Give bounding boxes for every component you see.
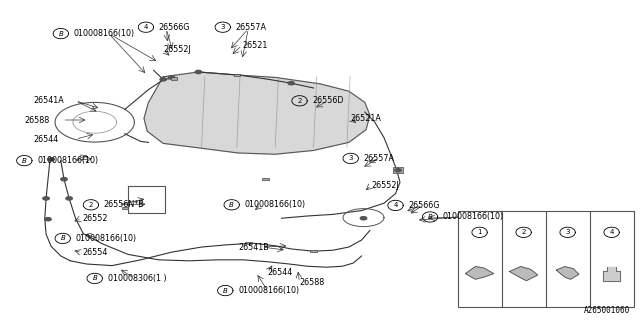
Polygon shape bbox=[465, 267, 493, 279]
Polygon shape bbox=[556, 267, 579, 279]
Text: B: B bbox=[22, 158, 27, 164]
Circle shape bbox=[288, 82, 294, 85]
Text: 2: 2 bbox=[89, 202, 93, 208]
Text: 010008166(10): 010008166(10) bbox=[238, 286, 300, 295]
Circle shape bbox=[168, 76, 175, 79]
Text: 26552J: 26552J bbox=[371, 181, 399, 190]
Circle shape bbox=[61, 178, 67, 181]
Circle shape bbox=[360, 217, 367, 220]
Text: 26588: 26588 bbox=[300, 278, 324, 287]
Circle shape bbox=[45, 218, 51, 221]
Text: 26566G: 26566G bbox=[159, 23, 190, 32]
Text: 2: 2 bbox=[522, 229, 526, 235]
Polygon shape bbox=[603, 267, 620, 281]
Circle shape bbox=[395, 169, 401, 172]
Bar bbox=[122, 207, 128, 209]
Text: 26556N*B: 26556N*B bbox=[104, 200, 145, 209]
Text: 26552: 26552 bbox=[82, 214, 108, 223]
Bar bbox=[245, 242, 252, 244]
Text: 1: 1 bbox=[477, 229, 482, 235]
Circle shape bbox=[43, 197, 49, 200]
Bar bbox=[171, 77, 177, 80]
Text: 010008166(10): 010008166(10) bbox=[244, 200, 306, 209]
Text: 010008166(10): 010008166(10) bbox=[74, 29, 135, 38]
Text: A265001060: A265001060 bbox=[584, 306, 630, 315]
Text: 010008166(10): 010008166(10) bbox=[76, 234, 137, 243]
Text: 2: 2 bbox=[298, 98, 301, 104]
FancyBboxPatch shape bbox=[458, 211, 634, 307]
Bar bbox=[262, 178, 269, 180]
Text: 26557A: 26557A bbox=[364, 154, 394, 163]
Text: 26566G: 26566G bbox=[408, 201, 440, 210]
Text: 26541A: 26541A bbox=[33, 96, 64, 105]
Text: 26521A: 26521A bbox=[351, 114, 381, 123]
Text: B: B bbox=[229, 202, 234, 208]
Text: 3: 3 bbox=[565, 229, 570, 235]
Text: 010008306(1 ): 010008306(1 ) bbox=[108, 274, 166, 283]
Text: B: B bbox=[58, 31, 63, 36]
Text: 26554: 26554 bbox=[82, 248, 108, 257]
Text: B: B bbox=[92, 276, 97, 281]
Circle shape bbox=[160, 78, 166, 81]
Text: 26544: 26544 bbox=[268, 268, 292, 277]
Text: 26521: 26521 bbox=[242, 41, 268, 50]
Text: 26544: 26544 bbox=[33, 135, 58, 144]
Text: 26552J: 26552J bbox=[163, 45, 191, 54]
Bar bbox=[234, 74, 240, 76]
Text: 010008166(10): 010008166(10) bbox=[443, 212, 504, 221]
Polygon shape bbox=[144, 72, 370, 154]
Text: 3: 3 bbox=[348, 156, 353, 161]
Circle shape bbox=[48, 158, 54, 161]
Text: 4: 4 bbox=[144, 24, 148, 30]
Bar bbox=[310, 250, 317, 252]
Text: 010008166(10): 010008166(10) bbox=[37, 156, 99, 165]
Text: 26541B: 26541B bbox=[238, 243, 269, 252]
Text: 3: 3 bbox=[220, 24, 225, 30]
Text: B: B bbox=[60, 236, 65, 241]
Circle shape bbox=[66, 197, 72, 200]
Text: 4: 4 bbox=[609, 229, 614, 235]
Text: 26588: 26588 bbox=[24, 116, 49, 124]
Circle shape bbox=[195, 70, 202, 74]
Text: B: B bbox=[223, 288, 228, 293]
Text: 26557A: 26557A bbox=[236, 23, 266, 32]
Polygon shape bbox=[509, 267, 538, 281]
Text: 4: 4 bbox=[394, 203, 397, 208]
Text: B: B bbox=[428, 214, 433, 220]
Text: 26556D: 26556D bbox=[312, 96, 344, 105]
Bar bbox=[393, 167, 403, 173]
